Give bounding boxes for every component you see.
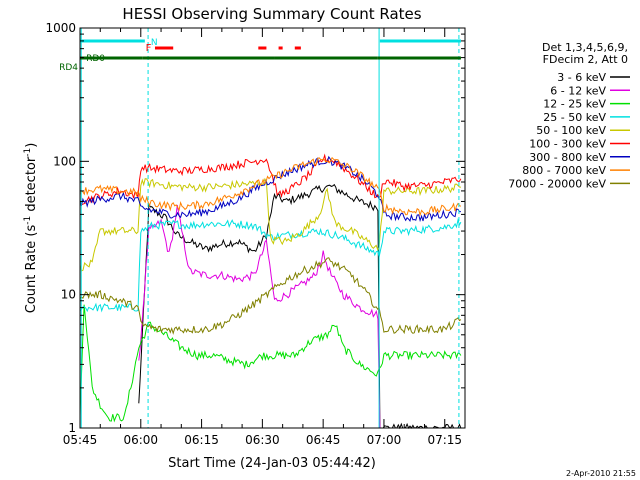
series-line-5: [79, 177, 461, 272]
y-tick-label: 10: [61, 288, 76, 302]
plot-frame: [79, 27, 466, 429]
legend: Det 1,3,4,5,6,9,FDecim 2, Att 0 3 - 6 keV…: [508, 41, 630, 190]
legend-entry-label: 800 - 7000 keV: [522, 164, 606, 177]
legend-entry-label: 300 - 800 keV: [529, 151, 606, 164]
series-line-9: [79, 257, 462, 335]
legend-title-line: FDecim 2, Att 0: [543, 53, 628, 66]
legend-entry-label: 25 - 50 keV: [543, 111, 606, 124]
y-axis-label: Count Rate (s-1 detector-1): [23, 143, 39, 314]
legend-title-line: Det 1,3,4,5,6,9,: [542, 41, 628, 54]
x-tick-label: 05:45: [63, 433, 98, 447]
legend-entry-label: 7000 - 20000 keV: [508, 177, 606, 190]
x-tick-label: 06:30: [245, 433, 280, 447]
rd0-flag-label: RD0: [86, 54, 105, 64]
x-tick-label: 06:00: [123, 433, 158, 447]
series-line-1: [138, 183, 462, 430]
x-tick-label: 06:45: [306, 433, 341, 447]
legend-entry-label: 6 - 12 keV: [550, 84, 606, 97]
series-line-3: [79, 304, 462, 423]
x-tick-label: 07:15: [427, 433, 462, 447]
flare-flag-label: F: [146, 43, 152, 54]
legend-entry-label: 100 - 300 keV: [529, 138, 606, 151]
legend-entry-label: 50 - 100 keV: [536, 124, 606, 137]
legend-entry-label: 3 - 6 keV: [557, 71, 606, 84]
series-line-8: [79, 156, 462, 217]
x-tick-label: 07:00: [367, 433, 402, 447]
x-axis-label: Start Time (24-Jan-03 05:44:42): [168, 456, 376, 471]
rd4-flag-label: RD4: [59, 63, 78, 73]
night-flag-label: N: [151, 38, 158, 48]
y-tick-label: 1: [68, 421, 76, 435]
series-line-7: [79, 155, 461, 223]
x-tick-label: 06:15: [184, 433, 219, 447]
plot-area: NF RD0 RD4 1 10 100 1000 05:45 06:00 06:15 06:30 06…: [45, 21, 466, 447]
legend-entry-label: 12 - 25 keV: [543, 98, 606, 111]
y-tick-label: 100: [53, 154, 76, 168]
chart-title: HESSI Observing Summary Count Rates: [122, 5, 421, 23]
footer-date: 2-Apr-2010 21:55: [566, 469, 636, 478]
y-tick-label: 1000: [45, 21, 76, 35]
series-line-6: [79, 153, 462, 206]
